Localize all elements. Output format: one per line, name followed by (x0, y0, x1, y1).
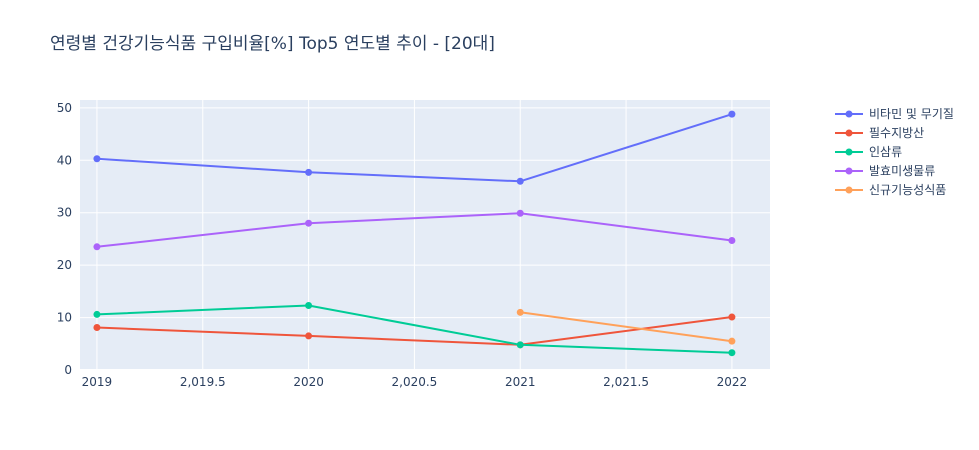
data-point[interactable] (93, 155, 101, 163)
legend-label: 필수지방산 (869, 126, 924, 140)
legend-label: 인삼류 (869, 145, 902, 159)
data-point[interactable] (728, 313, 736, 321)
legend-item[interactable]: 필수지방산 (835, 126, 924, 140)
data-point[interactable] (516, 308, 524, 316)
data-point[interactable] (305, 332, 313, 340)
x-tick-label: 2,021.5 (603, 375, 649, 389)
data-point[interactable] (93, 243, 101, 251)
data-point[interactable] (516, 209, 524, 217)
series-line[interactable] (93, 209, 736, 251)
data-point[interactable] (728, 237, 736, 245)
series-path (96, 212, 733, 248)
y-tick-label: 20 (57, 258, 72, 272)
data-point[interactable] (305, 302, 313, 310)
data-point[interactable] (728, 337, 736, 345)
legend-marker (845, 129, 853, 137)
y-tick-label: 0 (64, 363, 72, 377)
x-tick-label: 2020 (293, 375, 324, 389)
legend-label: 신규기능성식품 (869, 183, 946, 197)
legend-marker (845, 186, 853, 194)
series-line[interactable] (93, 302, 736, 357)
data-point[interactable] (93, 310, 101, 318)
legend-item[interactable]: 비타민 및 무기질 (835, 107, 954, 121)
x-tick-label: 2,020.5 (392, 375, 438, 389)
legend-label: 비타민 및 무기질 (869, 107, 954, 121)
x-tick-label: 2019 (82, 375, 113, 389)
data-point[interactable] (728, 349, 736, 357)
legend-marker (845, 167, 853, 175)
plot-area (80, 100, 770, 370)
legend-item[interactable]: 발효미생물류 (835, 164, 935, 178)
data-point[interactable] (516, 341, 524, 349)
series-path (96, 304, 732, 354)
data-point[interactable] (305, 168, 313, 176)
legend-marker (845, 110, 853, 118)
x-tick-label: 2021 (505, 375, 536, 389)
y-tick-label: 50 (57, 101, 72, 115)
series-path (520, 311, 733, 343)
legend-marker (845, 148, 853, 156)
data-point[interactable] (516, 177, 524, 185)
series-group (93, 110, 736, 357)
y-tick-label: 10 (57, 311, 72, 325)
x-tick-label: 2022 (717, 375, 748, 389)
x-tick-label: 2,019.5 (180, 375, 226, 389)
y-axis: 0 10 20 30 40 50 (57, 101, 72, 377)
legend-item[interactable]: 인삼류 (835, 145, 902, 159)
chart-title: 연령별 건강기능식품 구입비율[%] Top5 연도별 추이 - [20대] (50, 34, 495, 54)
data-point[interactable] (93, 324, 101, 332)
x-axis: 2019 2,019.5 2020 2,020.5 2021 2,021.5 2022 (82, 375, 748, 389)
legend-label: 발효미생물류 (869, 164, 935, 178)
series-line[interactable] (516, 308, 736, 345)
data-point[interactable] (728, 110, 736, 118)
grid (80, 100, 770, 371)
series-line[interactable] (93, 110, 736, 185)
y-tick-label: 40 (57, 153, 72, 167)
data-point[interactable] (305, 219, 313, 227)
legend-item[interactable]: 신규기능성식품 (835, 183, 946, 197)
y-tick-label: 30 (57, 206, 72, 220)
series-path (96, 113, 733, 183)
series-path (96, 316, 733, 346)
